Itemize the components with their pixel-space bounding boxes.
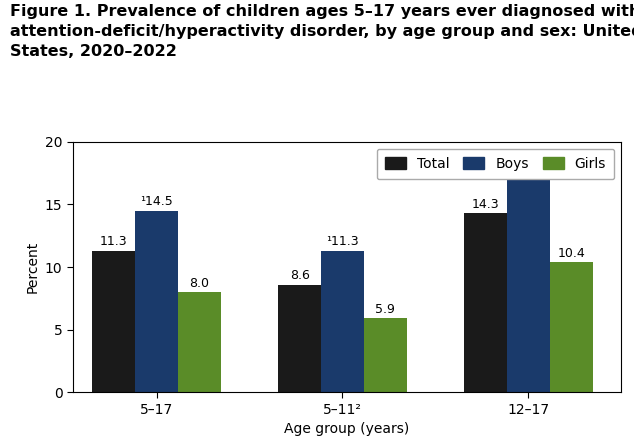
Y-axis label: Percent: Percent	[25, 241, 39, 293]
Text: 5.9: 5.9	[375, 303, 395, 316]
Text: Figure 1. Prevalence of children ages 5–17 years ever diagnosed with
attention-d: Figure 1. Prevalence of children ages 5–…	[10, 4, 634, 59]
Text: 11.3: 11.3	[100, 235, 127, 248]
Bar	[464, 213, 507, 392]
Bar	[507, 168, 550, 392]
Bar	[278, 285, 321, 392]
Text: 8.0: 8.0	[190, 276, 209, 290]
Text: ¹14.5: ¹14.5	[140, 195, 173, 208]
Text: 10.4: 10.4	[557, 246, 585, 259]
Bar	[93, 251, 135, 392]
Text: ¹17.9: ¹17.9	[512, 153, 545, 166]
X-axis label: Age group (years): Age group (years)	[285, 422, 410, 436]
Text: 8.6: 8.6	[290, 269, 309, 282]
Text: 14.3: 14.3	[472, 198, 500, 211]
Bar	[364, 318, 406, 392]
Legend: Total, Boys, Girls: Total, Boys, Girls	[377, 149, 614, 179]
Bar	[550, 262, 593, 392]
Bar	[135, 211, 178, 392]
Bar	[321, 251, 364, 392]
Bar	[178, 292, 221, 392]
Text: ¹11.3: ¹11.3	[326, 235, 359, 248]
